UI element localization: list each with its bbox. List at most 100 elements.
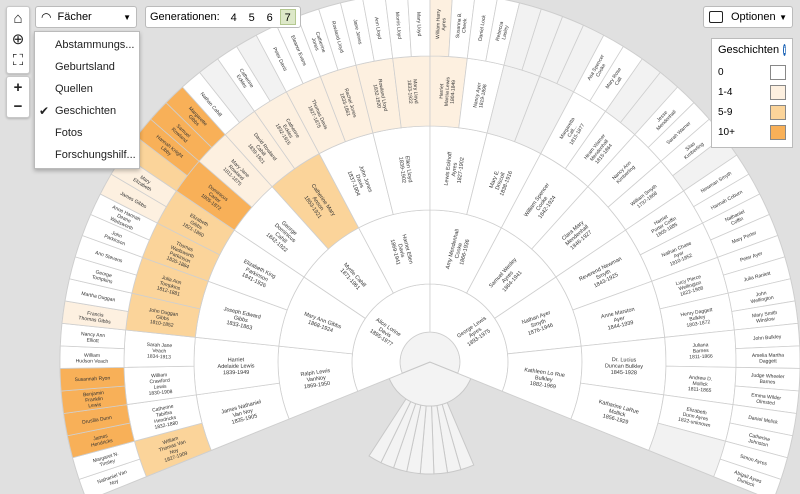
person-cell[interactable]: David RowlandCahill1839-1921 bbox=[224, 110, 296, 188]
legend-title: Geschichten bbox=[718, 44, 780, 56]
person-name: Daniel Melick bbox=[748, 415, 779, 426]
chevron-down-icon: ▼ bbox=[123, 12, 131, 22]
person-cell[interactable]: Joseph EdwardGibbs1833-1863 bbox=[194, 280, 288, 347]
person-cell[interactable]: Elizabeth KingParkinson1841-1926 bbox=[207, 229, 305, 311]
options-button[interactable]: Optionen ▼ bbox=[703, 6, 793, 28]
person-name: Mary Lloyd1833-1922 bbox=[406, 79, 419, 104]
legend-label: 5-9 bbox=[718, 106, 733, 118]
generation-option[interactable]: 6 bbox=[266, 11, 273, 24]
person-cell[interactable]: Asa SpencerCooke bbox=[573, 34, 624, 102]
person-cell[interactable]: Nathan ChaseAyer1810-1852 bbox=[639, 222, 719, 282]
fullscreen-icon[interactable]: ⛶ bbox=[12, 51, 24, 69]
person-cell[interactable]: Abigail AyresDunlock bbox=[713, 458, 782, 494]
person-name: RebeccaLasley bbox=[495, 21, 511, 43]
person-name: HarrietMarcia Lewis1804-1849 bbox=[438, 76, 457, 107]
person-name: ElizabethGibbs1821-1860 bbox=[181, 212, 211, 239]
person-cell[interactable]: Katharine LaRueMollick1856-1929 bbox=[570, 382, 665, 451]
view-menu-item[interactable]: ✔ Geschichten bbox=[35, 100, 139, 122]
legend-row: 5-9 bbox=[718, 102, 786, 122]
person-cell[interactable]: Catherine MaryAnson1853-1921 bbox=[271, 153, 360, 250]
legend-swatch bbox=[770, 84, 786, 100]
person-cell[interactable]: Amelia MarthaDaggett bbox=[735, 345, 800, 369]
person-cell[interactable]: HarrietPorter Coffin1805-1885 bbox=[625, 190, 704, 256]
person-cell[interactable]: SamuelRowland bbox=[150, 102, 213, 162]
person-name: Nancy Ayer1819-1898 bbox=[472, 82, 488, 110]
person-cell[interactable]: NathanielCoffin bbox=[702, 193, 770, 241]
person-cell[interactable]: WilliamCrawfordLewis1830-1908 bbox=[123, 365, 197, 406]
view-menu-item[interactable]: Fotos bbox=[35, 122, 139, 144]
person-cell[interactable]: Mary Lloyd bbox=[407, 0, 431, 57]
person-name: Jane Jones bbox=[352, 19, 363, 46]
person-name: JamesHendricks bbox=[89, 432, 114, 449]
home-icon[interactable]: ⌂ bbox=[13, 9, 23, 27]
person-cell[interactable]: CatherineEckles bbox=[217, 45, 271, 112]
person-name: WilliamHudson Veach bbox=[76, 353, 109, 365]
chevron-down-icon: ▼ bbox=[779, 12, 787, 22]
person-cell[interactable]: William Smyth1797-1868 bbox=[607, 160, 685, 231]
person-cell[interactable]: Mary JaneRowland1811-1875 bbox=[198, 134, 273, 208]
view-menu: Abstammungs... Geburtsland Quellen ✔ Geschic… bbox=[34, 31, 140, 169]
person-cell[interactable]: Reverend NewmanSmyth1843-1925 bbox=[555, 229, 653, 311]
zoom-controls: + − bbox=[6, 76, 30, 118]
person-name: Mary SmithWinslow bbox=[752, 310, 779, 325]
view-menu-item[interactable]: Abstammungs... bbox=[35, 34, 139, 56]
person-name: Andrew D.Mollick1811-1865 bbox=[688, 375, 713, 394]
zoom-out-icon[interactable]: − bbox=[13, 97, 23, 115]
legend-label: 1-4 bbox=[718, 86, 733, 98]
person-cell[interactable]: Samuel WesleyAyres1864-1941 bbox=[466, 227, 557, 319]
person-cell[interactable]: William SpencerCooke1842-1924 bbox=[500, 153, 589, 250]
generation-option[interactable]: 7 bbox=[279, 8, 296, 25]
person-cell[interactable]: Rachel Jones1833-1861 bbox=[319, 64, 374, 143]
locate-icon[interactable]: ⊕ bbox=[11, 31, 25, 48]
view-menu-item[interactable]: Forschungshilf... bbox=[35, 144, 139, 166]
generation-option[interactable]: 4 bbox=[230, 11, 237, 24]
person-cell[interactable]: MargaretteGibbs bbox=[165, 86, 226, 149]
person-cell[interactable]: Myrtle Cahill1871-1961 bbox=[303, 227, 394, 319]
person-cell[interactable]: James Gibbs bbox=[99, 173, 167, 224]
view-menu-item[interactable]: Geburtsland bbox=[35, 56, 139, 78]
person-name: Rowland Lloyd1832-1920 bbox=[371, 79, 389, 114]
person-name: Ann Lloyd bbox=[373, 17, 382, 40]
person-cell[interactable]: Nathan AyerSmyth1876-1946 bbox=[494, 276, 582, 355]
person-cell[interactable]: Julia Ranlett bbox=[722, 256, 791, 294]
person-cell[interactable]: Mary Ann Gibbs1868-1924 bbox=[278, 276, 366, 355]
person-cell[interactable]: ThomasWadsworthParkinson1820-1884 bbox=[141, 222, 221, 282]
person-cell[interactable]: MargarettaCall...1815-1877 bbox=[540, 91, 607, 170]
person-cell[interactable]: Lucy PierceWellington1822-1908 bbox=[651, 256, 729, 310]
info-icon[interactable]: i bbox=[783, 44, 786, 56]
person-cell[interactable]: Kathleen Lo RueBulkley1882-1969 bbox=[501, 345, 583, 420]
person-name: John Bulkley bbox=[753, 334, 782, 342]
options-icon bbox=[709, 11, 723, 23]
person-name: JulianaBarnes1811-1866 bbox=[689, 342, 714, 361]
view-menu-item[interactable]: Quellen bbox=[35, 78, 139, 100]
zoom-in-icon[interactable]: + bbox=[13, 78, 23, 96]
person-cell[interactable]: Ralph LewisVanNoy1869-1950 bbox=[277, 345, 359, 420]
legend-row: 10+ bbox=[718, 122, 786, 142]
legend-label: 10+ bbox=[718, 126, 735, 138]
person-name: Ralph LewisVanNoy1869-1950 bbox=[300, 368, 333, 391]
person-cell[interactable]: John JonesDavis1837-1904 bbox=[318, 132, 394, 229]
view-select[interactable]: ◠ Fächer ▼ bbox=[35, 6, 137, 28]
person-name: CatherineTabithaHendricks1832-1880 bbox=[151, 403, 179, 431]
legend-row: 0 bbox=[718, 62, 786, 82]
person-name: CatherineJohnston bbox=[747, 432, 771, 448]
generation-option[interactable]: 5 bbox=[248, 11, 255, 24]
person-cell[interactable]: GeorgeDominicusCahill1842-1922 bbox=[233, 186, 329, 278]
person-cell[interactable]: ElizabethGibbs1821-1860 bbox=[156, 190, 235, 256]
person-cell[interactable]: Anne HannahDeaneWadsworth bbox=[90, 193, 158, 241]
view-menu-item-label: Geburtsland bbox=[55, 61, 115, 73]
person-name: Sarah JaneVeach1834-1913 bbox=[146, 342, 173, 361]
view-menu-item-label: Forschungshilf... bbox=[55, 149, 136, 161]
person-cell[interactable]: WilliamHudson Veach bbox=[59, 345, 125, 369]
person-name: Ellen Lloyd1839-1902 bbox=[397, 155, 413, 183]
person-name: Henry DaggettBulkley1803-1872 bbox=[680, 307, 715, 330]
view-menu-item-label: Quellen bbox=[55, 83, 93, 95]
legend-label: 0 bbox=[718, 66, 724, 78]
legend-swatch bbox=[770, 104, 786, 120]
person-name: Mary Lloyd bbox=[415, 12, 422, 37]
person-cell[interactable]: Harriet EllenDavis1869-1941 bbox=[358, 209, 431, 294]
map-tools-top: ⌂ ⊕ ⛶ bbox=[6, 6, 30, 74]
person-cell[interactable]: HarrietMarcia Lewis1804-1849 bbox=[429, 55, 468, 129]
generations-label: Generationen: bbox=[150, 11, 220, 23]
